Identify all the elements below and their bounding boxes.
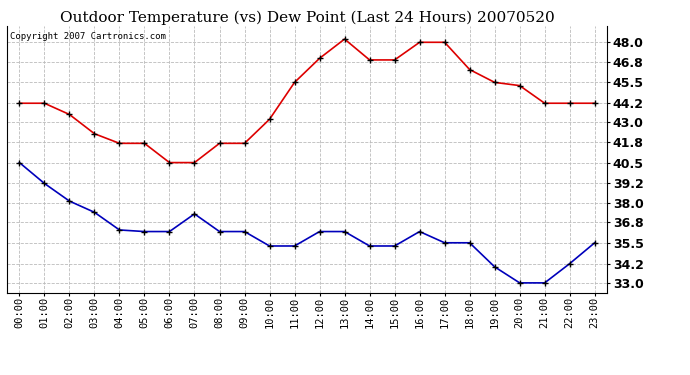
Title: Outdoor Temperature (vs) Dew Point (Last 24 Hours) 20070520: Outdoor Temperature (vs) Dew Point (Last… bbox=[59, 11, 555, 25]
Text: Copyright 2007 Cartronics.com: Copyright 2007 Cartronics.com bbox=[10, 32, 166, 40]
